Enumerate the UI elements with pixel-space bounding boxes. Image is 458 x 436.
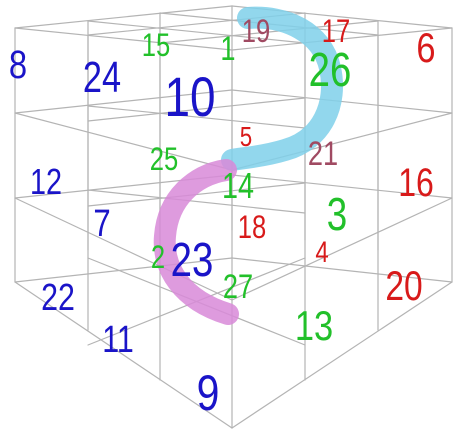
cube-number-13: 13 (295, 303, 333, 350)
grid-line (87, 97, 306, 122)
cube-number-17: 17 (322, 14, 350, 49)
grid-line (87, 20, 306, 44)
cube-number-11: 11 (102, 319, 134, 361)
cyan-spiral-band (221, 6, 343, 171)
cube-number-14: 14 (222, 165, 254, 206)
cube-number-9: 9 (197, 365, 220, 421)
grid-line (231, 174, 453, 199)
cube-number-22: 22 (41, 277, 75, 319)
grid-line (231, 27, 453, 51)
grid-line (87, 105, 306, 129)
grid-line (231, 197, 453, 301)
cube-number-21: 21 (308, 134, 338, 173)
grid-line (231, 89, 453, 114)
cube-number-18: 18 (238, 210, 266, 245)
grid-line (231, 257, 453, 283)
cube-number-25: 25 (150, 142, 178, 177)
cube-number-7: 7 (93, 203, 110, 245)
cube-number-1: 1 (220, 29, 235, 68)
cube-number-5: 5 (240, 122, 252, 153)
cube-number-10: 10 (164, 66, 215, 128)
grid-line (87, 189, 306, 214)
cube-number-4: 4 (315, 234, 328, 268)
grid-line (14, 257, 233, 283)
cube-number-15: 15 (142, 28, 170, 63)
cube-number-24: 24 (83, 53, 121, 102)
grid-line (14, 5, 233, 29)
cube-number-8: 8 (9, 42, 27, 87)
cube-number-27: 27 (223, 267, 253, 306)
cube-number-19: 19 (242, 14, 270, 49)
magenta-spiral-band (153, 159, 239, 325)
cube-number-16: 16 (398, 160, 434, 205)
grid-line (14, 281, 233, 429)
cube-number-20: 20 (385, 264, 422, 310)
cube-number-26: 26 (309, 44, 352, 97)
cube-number-23: 23 (171, 234, 214, 287)
grid-line (231, 281, 453, 429)
cube-wireframe (14, 5, 453, 429)
grid-line (14, 197, 233, 301)
grid-line (159, 20, 379, 44)
cube-number-12: 12 (30, 161, 62, 202)
grid-line (14, 112, 233, 171)
grid-line (14, 27, 233, 51)
grid-line (14, 89, 233, 114)
cube-number-2: 2 (151, 240, 165, 275)
cube-number-3: 3 (327, 188, 347, 240)
cube-number-6: 6 (416, 25, 435, 72)
